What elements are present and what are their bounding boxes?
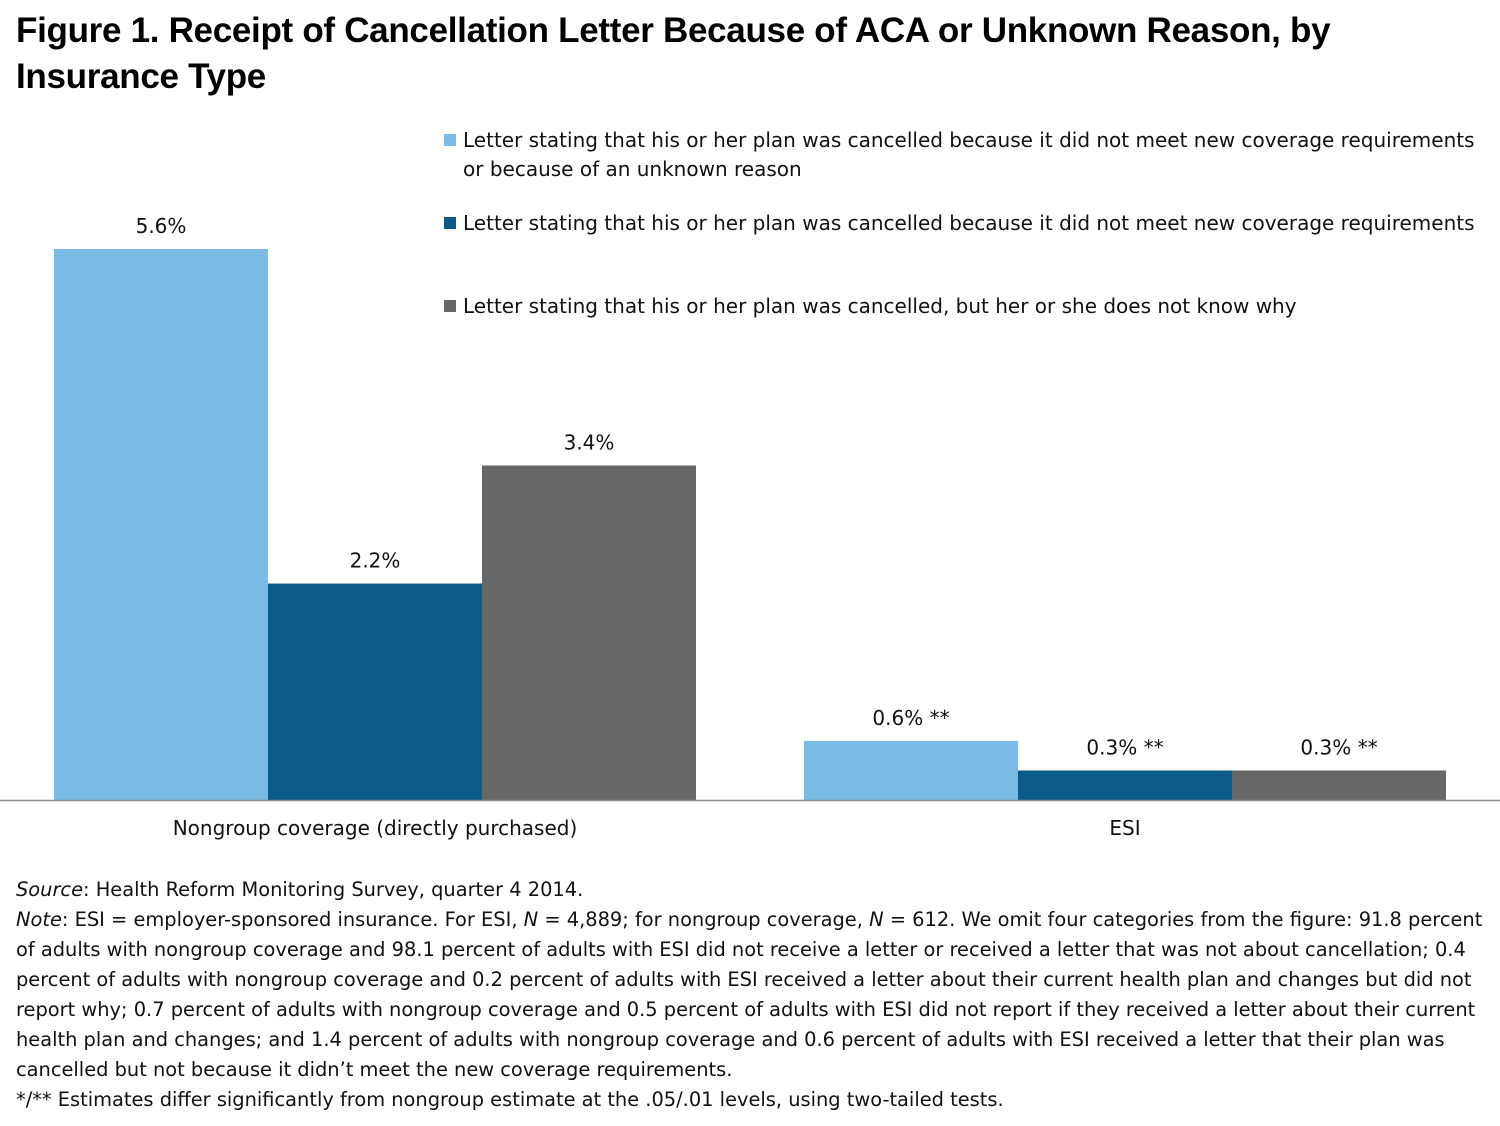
note-n-nongroup: N (869, 908, 884, 931)
significance-note: */** Estimates differ significantly from… (16, 1088, 1004, 1111)
bar-value-label: 5.6% (136, 214, 187, 238)
note-part-1: : ESI = employer-sponsored insurance. Fo… (61, 908, 524, 931)
category-label: ESI (1109, 816, 1140, 840)
bar-value-label: 2.2% (350, 549, 401, 573)
source-note: Source: Health Reform Monitoring Survey,… (16, 875, 1484, 905)
note-part-3: = 612. We omit four categories from the … (16, 908, 1483, 1081)
bar-value-label: 0.3% ** (1086, 735, 1163, 759)
bar-esi-series-1 (804, 740, 1018, 800)
bar-nongroup-series-1 (54, 249, 268, 800)
bar-chart: 5.6% 2.2% 3.4% Nongroup coverage (directly … (0, 214, 1500, 840)
bar-nongroup-series-3 (482, 465, 696, 800)
note-part-2: = 4,889; for nongroup coverage, (538, 908, 870, 931)
category-label: Nongroup coverage (directly purchased) (173, 816, 578, 840)
legend-swatch-aca-or-unknown (444, 134, 456, 146)
legend-label-aca-or-unknown: Letter stating that his or her plan was … (463, 128, 1475, 181)
legend-swatch-aca (444, 217, 456, 229)
legend-swatch-unknown (444, 300, 456, 312)
bar-value-label: 0.6% ** (872, 706, 949, 730)
source-text: : Health Reform Monitoring Survey, quart… (83, 878, 584, 901)
chart-notes: Source: Health Reform Monitoring Survey,… (16, 875, 1484, 1115)
chart-legend: Letter stating that his or her plan was … (444, 126, 1494, 346)
legend-label-aca: Letter stating that his or her plan was … (463, 211, 1475, 235)
note-n-esi: N (523, 908, 539, 931)
legend-label-unknown: Letter stating that his or her plan was … (463, 294, 1297, 318)
bar-value-label: 0.3% ** (1300, 735, 1377, 759)
bar-esi-series-2 (1018, 770, 1232, 800)
note-label: Note (16, 908, 62, 931)
chart-title: Figure 1. Receipt of Cancellation Letter… (16, 11, 1331, 96)
bar-esi-series-3 (1232, 770, 1446, 800)
legend-item-unknown: Letter stating that his or her plan was … (444, 292, 1494, 321)
legend-item-aca: Letter stating that his or her plan was … (444, 209, 1494, 238)
bar-nongroup-series-2 (268, 583, 482, 800)
bar-value-label: 3.4% (564, 430, 615, 454)
legend-item-aca-or-unknown: Letter stating that his or her plan was … (444, 126, 1494, 184)
source-label: Source (16, 878, 84, 901)
note-text: Note: ESI = employer-sponsored insurance… (16, 905, 1484, 1085)
